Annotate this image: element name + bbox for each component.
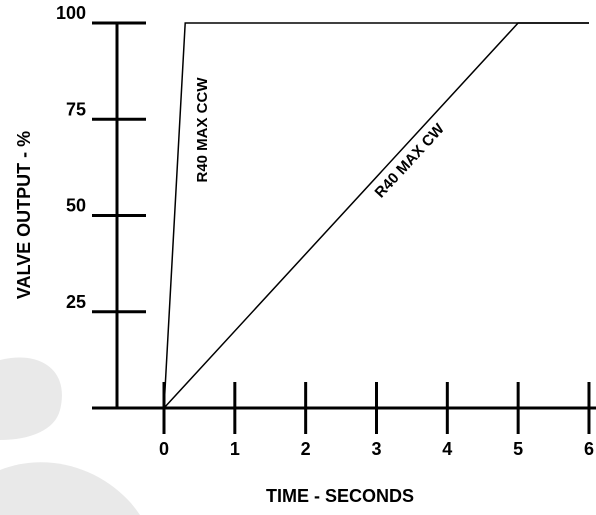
x-tick-label: 3 — [371, 439, 381, 459]
x-axis-title: TIME - SECONDS — [266, 486, 414, 506]
x-tick-label: 0 — [159, 439, 169, 459]
series-lines — [163, 22, 589, 409]
y-axis-title: VALVE OUTPUT - % — [14, 131, 34, 299]
series-line — [163, 22, 589, 409]
labels: 25 50 75 100 0 1 2 3 4 5 6 R40 MAX CCW R40 MAX CW — [56, 3, 594, 459]
x-tick-label: 5 — [513, 439, 523, 459]
series-label-ccw: R40 MAX CCW — [194, 77, 211, 183]
ticks — [92, 21, 591, 434]
y-tick-label: 50 — [66, 196, 86, 216]
x-tick-label: 4 — [442, 439, 452, 459]
y-tick-label: 25 — [66, 292, 86, 312]
series-label-cw: R40 MAX CW — [372, 120, 449, 201]
series-line — [163, 22, 589, 409]
y-tick-label: 75 — [66, 99, 86, 119]
watermark — [0, 357, 140, 515]
x-tick-label: 6 — [584, 439, 594, 459]
y-tick-label: 100 — [56, 3, 86, 23]
x-tick-label: 2 — [301, 439, 311, 459]
x-tick-label: 1 — [230, 439, 240, 459]
